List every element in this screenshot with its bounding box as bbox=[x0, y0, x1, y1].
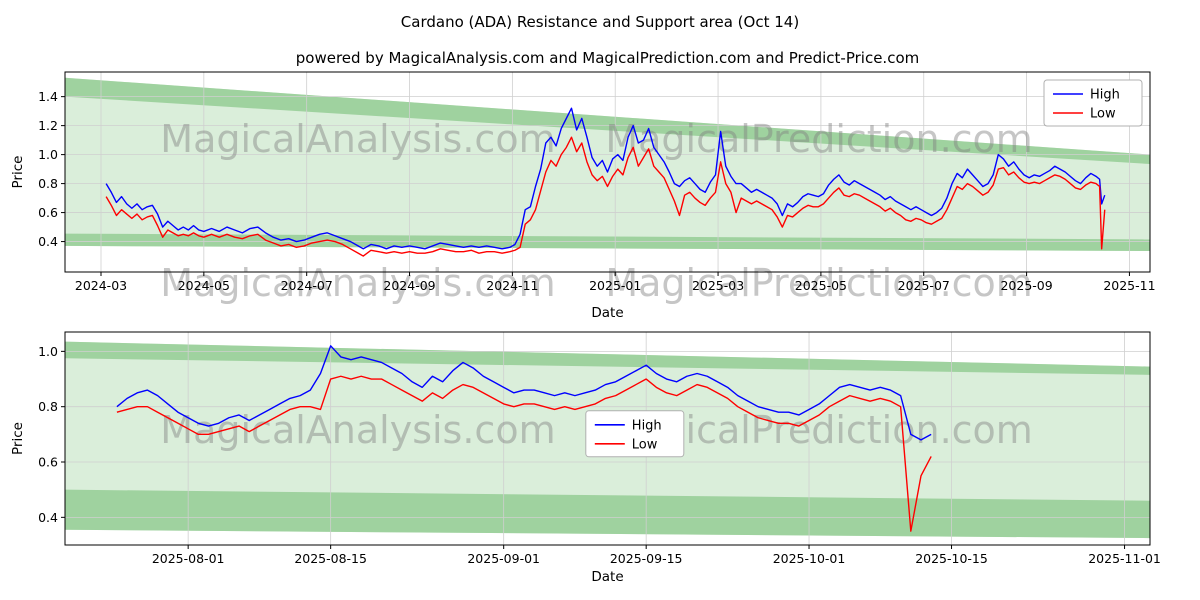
x-tick-label: 2024-03 bbox=[75, 278, 127, 293]
y-tick-label: 1.0 bbox=[38, 344, 58, 359]
y-tick-label: 1.2 bbox=[38, 118, 58, 133]
x-tick-label: 2025-08-15 bbox=[294, 551, 367, 566]
watermark-text: MagicalPrediction.com bbox=[605, 261, 1033, 305]
chart-bottom: MagicalAnalysis.com MagicalPrediction.com… bbox=[10, 331, 1161, 585]
x-tick-label: 2025-11 bbox=[1103, 278, 1155, 293]
x-tick-label: 2025-10-01 bbox=[773, 551, 846, 566]
y-tick-label: 0.4 bbox=[38, 234, 58, 249]
high-line bbox=[116, 345, 932, 441]
legend-box bbox=[585, 410, 685, 458]
x-tick-label: 2024-07 bbox=[281, 278, 333, 293]
y-tick-label: 1.0 bbox=[38, 147, 58, 162]
x-axis-label: Date bbox=[591, 305, 623, 321]
x-tick-label: 2025-11-01 bbox=[1088, 551, 1161, 566]
x-tick-label: 2025-05 bbox=[795, 278, 847, 293]
legend-label: Low bbox=[1090, 107, 1116, 122]
support-band bbox=[65, 489, 1150, 539]
legend: High Low bbox=[585, 410, 685, 458]
x-tick-label: 2024-09 bbox=[383, 278, 435, 293]
watermark-text: MagicalAnalysis.com bbox=[160, 261, 555, 305]
x-tick-label: 2024-11 bbox=[486, 278, 538, 293]
x-axis-label: Date bbox=[591, 569, 623, 585]
watermark-text: MagicalPrediction.com bbox=[605, 117, 1033, 161]
legend-label: Low bbox=[632, 437, 658, 452]
y-tick-label: 0.8 bbox=[38, 176, 58, 191]
resistance-band bbox=[65, 77, 1150, 165]
x-tick-label: 2025-08-01 bbox=[152, 551, 225, 566]
high-line bbox=[105, 107, 1106, 250]
x-tick-label: 2025-09-01 bbox=[467, 551, 540, 566]
legend: High Low bbox=[1043, 79, 1143, 127]
x-tick-label: 2024-05 bbox=[178, 278, 230, 293]
axes-frame bbox=[64, 331, 1151, 546]
low-line bbox=[116, 375, 932, 532]
y-tick-label: 0.6 bbox=[38, 205, 58, 220]
y-axis-label: Price bbox=[10, 422, 26, 455]
watermark-text: MagicalAnalysis.com bbox=[160, 408, 555, 452]
legend-label: High bbox=[632, 418, 662, 433]
chart-title: Cardano (ADA) Resistance and Support are… bbox=[400, 13, 800, 31]
y-tick-label: 0.4 bbox=[38, 510, 58, 525]
low-line bbox=[105, 136, 1106, 257]
legend-label: High bbox=[1090, 88, 1120, 103]
y-tick-label: 1.4 bbox=[38, 89, 58, 104]
x-tick-label: 2025-09-15 bbox=[610, 551, 683, 566]
support-resistance-area bbox=[65, 77, 1150, 251]
y-axis-label: Price bbox=[10, 156, 26, 189]
chart-subtitle: powered by MagicalAnalysis.com and Magic… bbox=[295, 49, 920, 67]
y-tick-label: 0.8 bbox=[38, 399, 58, 414]
support-band bbox=[65, 233, 1150, 251]
legend-box bbox=[1043, 79, 1143, 127]
x-tick-label: 2025-07 bbox=[898, 278, 950, 293]
x-tick-label: 2025-03 bbox=[692, 278, 744, 293]
x-tick-label: 2025-09 bbox=[1000, 278, 1052, 293]
resistance-band bbox=[65, 341, 1150, 375]
watermark-text: MagicalAnalysis.com bbox=[160, 117, 555, 161]
x-tick-label: 2025-10-15 bbox=[915, 551, 988, 566]
axes-frame bbox=[64, 71, 1151, 273]
y-tick-label: 0.6 bbox=[38, 455, 58, 470]
x-tick-label: 2025-01 bbox=[589, 278, 641, 293]
chart-top: MagicalAnalysis.com MagicalPrediction.com… bbox=[10, 71, 1156, 321]
